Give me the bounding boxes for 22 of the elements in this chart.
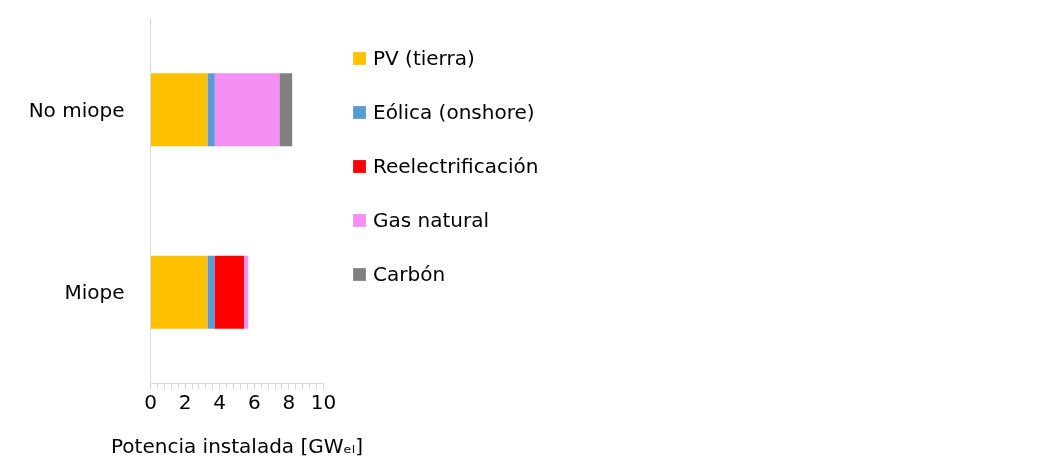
y-tick-label: Miope	[64, 280, 125, 305]
legend-label: Reelectrificación	[373, 154, 539, 178]
bar	[150, 255, 208, 329]
legend-label: PV (tierra)	[373, 46, 475, 70]
bar	[279, 73, 293, 147]
legend-label: Eólica (onshore)	[373, 100, 535, 124]
x-tick-label: 6	[247, 389, 261, 414]
x-tick-label: 10	[310, 389, 337, 414]
bar	[214, 255, 245, 329]
legend-label: Carbón	[373, 262, 446, 286]
bar	[244, 255, 249, 329]
legend-label: Gas natural	[373, 208, 490, 232]
x-axis-title: Potencia instalada [GWₑₗ]	[111, 433, 363, 458]
bar	[207, 73, 215, 147]
y-tick-label: No miope	[28, 97, 125, 122]
bar	[150, 73, 208, 147]
x-tick-label: 8	[282, 389, 296, 414]
bar	[214, 73, 280, 147]
x-tick-label: 4	[213, 389, 227, 414]
bar	[207, 255, 215, 329]
x-tick-label: 2	[178, 389, 192, 414]
x-tick-label: 0	[144, 389, 157, 414]
